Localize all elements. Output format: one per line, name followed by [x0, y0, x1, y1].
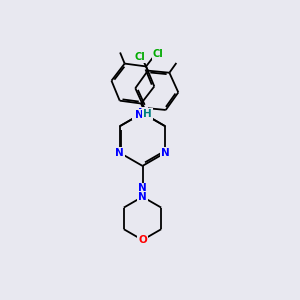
Text: N: N [115, 148, 124, 158]
Text: Cl: Cl [134, 52, 145, 62]
Text: H: H [143, 109, 152, 119]
Text: H: H [133, 110, 142, 119]
Text: O: O [138, 235, 147, 245]
Text: N: N [138, 108, 147, 118]
Text: N: N [142, 110, 150, 120]
Text: Cl: Cl [153, 49, 164, 59]
Text: N: N [138, 183, 147, 194]
Text: N: N [161, 148, 170, 158]
Text: N: N [135, 110, 143, 120]
Text: N: N [138, 192, 147, 202]
